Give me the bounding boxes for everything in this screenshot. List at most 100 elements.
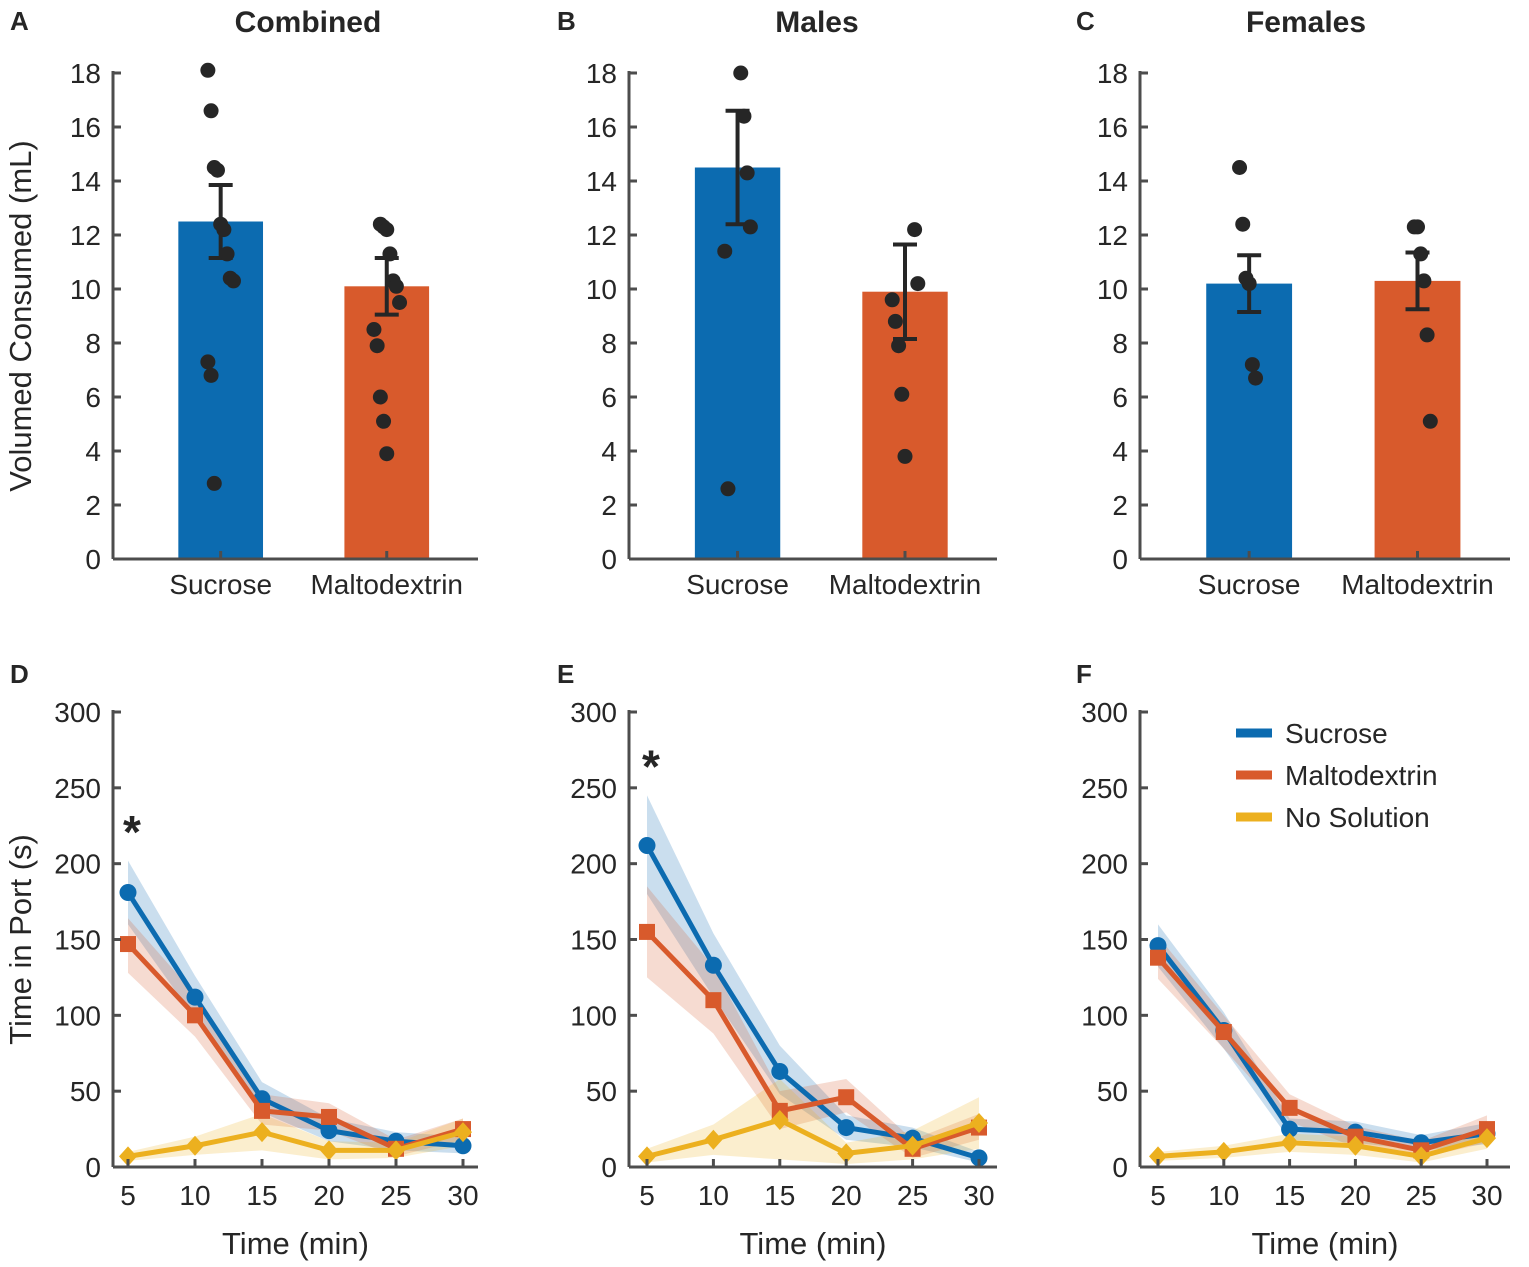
marker-no-solution: [837, 1143, 856, 1164]
x-tick-label: 5: [1150, 1180, 1166, 1211]
x-axis-label: Time (min): [1252, 1226, 1399, 1261]
y-tick-label: 10: [586, 274, 617, 305]
y-tick-label: 0: [601, 544, 617, 575]
y-tick-label: 6: [601, 382, 617, 413]
y-tick-label: 12: [1097, 220, 1128, 251]
x-tick-label: 15: [764, 1180, 795, 1211]
error-band-sucrose: [128, 860, 463, 1154]
category-label: Sucrose: [1198, 569, 1301, 600]
x-tick-label: 25: [897, 1180, 928, 1211]
x-tick-label: 10: [1208, 1180, 1239, 1211]
bar-sucrose: [694, 167, 781, 559]
category-label: Maltodextrin: [829, 569, 982, 600]
data-point: [1248, 370, 1264, 386]
y-tick-label: 10: [70, 274, 101, 305]
marker-sucrose: [186, 988, 204, 1006]
y-tick-label: 100: [54, 1000, 101, 1031]
marker-maltodextrin: [1215, 1024, 1232, 1041]
data-point: [392, 295, 408, 310]
marker-no-solution: [1346, 1135, 1365, 1156]
x-axis-label: Time (min): [740, 1226, 887, 1261]
marker-maltodextrin: [187, 1007, 203, 1024]
y-tick-label: 4: [85, 436, 101, 467]
panel-label: F: [1076, 659, 1092, 689]
y-tick-label: 100: [570, 1000, 617, 1031]
marker-no-solution: [704, 1129, 723, 1150]
series-line-no-solution: [646, 1117, 980, 1159]
marker-maltodextrin: [120, 936, 136, 953]
data-point: [736, 108, 752, 124]
data-point: [910, 276, 926, 292]
marker-maltodextrin: [1150, 949, 1166, 966]
x-tick-label: 30: [447, 1180, 478, 1211]
y-tick-label: 300: [570, 697, 617, 728]
y-tick-label: 8: [85, 328, 101, 359]
data-point: [1235, 216, 1251, 232]
y-tick-label: 12: [586, 220, 617, 251]
data-point: [717, 243, 733, 259]
marker-no-solution: [119, 1146, 137, 1167]
marker-no-solution: [387, 1140, 405, 1161]
x-tick-label: 5: [639, 1180, 655, 1211]
marker-no-solution: [454, 1122, 472, 1143]
marker-sucrose: [837, 1119, 855, 1137]
data-point: [379, 446, 395, 462]
x-tick-label: 15: [1274, 1180, 1305, 1211]
panel-label: A: [10, 6, 29, 36]
x-tick-label: 30: [1471, 1180, 1502, 1211]
data-point: [742, 219, 758, 235]
marker-no-solution: [253, 1122, 271, 1143]
y-tick-label: 50: [586, 1076, 617, 1107]
y-tick-label: 4: [1112, 436, 1128, 467]
data-point: [219, 246, 235, 262]
category-label: Maltodextrin: [310, 569, 463, 600]
y-tick-label: 10: [1097, 274, 1128, 305]
data-point: [1410, 219, 1425, 235]
y-tick-label: 300: [54, 697, 101, 728]
data-point: [203, 103, 219, 119]
significance-asterisk: *: [123, 806, 141, 858]
marker-no-solution: [638, 1146, 656, 1167]
data-point: [1413, 246, 1429, 262]
data-point: [733, 65, 749, 81]
data-point: [216, 222, 232, 238]
data-point: [1416, 273, 1432, 289]
y-tick-label: 12: [70, 220, 101, 251]
marker-no-solution: [320, 1140, 338, 1161]
marker-sucrose: [638, 836, 656, 854]
y-tick-label: 14: [586, 166, 617, 197]
marker-sucrose: [970, 1149, 988, 1167]
y-tick-label: 250: [1081, 773, 1128, 804]
marker-maltodextrin: [705, 992, 722, 1009]
x-tick-label: 20: [831, 1180, 862, 1211]
x-tick-label: 10: [179, 1180, 210, 1211]
marker-maltodextrin: [639, 923, 655, 940]
y-tick-label: 150: [570, 925, 617, 956]
category-label: Maltodextrin: [1341, 569, 1494, 600]
x-axis-label: Time (min): [222, 1226, 369, 1261]
y-tick-label: 6: [85, 382, 101, 413]
category-label: Sucrose: [686, 569, 789, 600]
data-point: [388, 278, 404, 294]
y-axis-label: Time in Port (s): [3, 834, 38, 1045]
panel-title: Males: [775, 6, 858, 39]
marker-sucrose: [704, 956, 722, 974]
y-tick-label: 0: [85, 544, 101, 575]
y-tick-label: 200: [570, 849, 617, 880]
y-tick-label: 18: [70, 58, 101, 89]
bar-maltodextrin: [1374, 280, 1461, 559]
marker-maltodextrin: [321, 1108, 337, 1125]
marker-no-solution: [1214, 1141, 1233, 1162]
data-point: [200, 354, 216, 370]
panel-label: B: [557, 6, 576, 36]
data-point: [897, 448, 913, 464]
x-tick-label: 25: [1406, 1180, 1437, 1211]
y-tick-label: 18: [1097, 58, 1128, 89]
legend-label: No Solution: [1285, 802, 1430, 833]
y-tick-label: 18: [586, 58, 617, 89]
y-tick-label: 200: [54, 849, 101, 880]
panel-label: C: [1076, 6, 1095, 36]
panel-title: Combined: [235, 6, 382, 39]
marker-sucrose: [320, 1122, 338, 1140]
